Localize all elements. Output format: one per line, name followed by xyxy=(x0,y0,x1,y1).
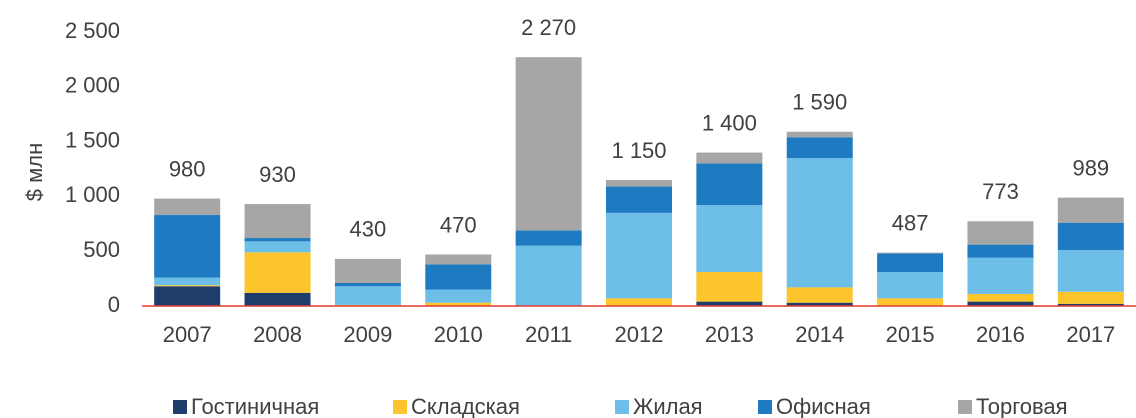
bar-segment xyxy=(967,221,1034,245)
total-label: 773 xyxy=(982,179,1019,204)
x-tick-label: 2011 xyxy=(525,322,572,347)
x-tick-label: 2017 xyxy=(1066,322,1115,347)
bar-segment xyxy=(967,244,1034,258)
total-label: 1 400 xyxy=(702,110,757,135)
bar-segment xyxy=(696,205,763,273)
y-axis-label: $ млн xyxy=(22,143,47,201)
bar-segment xyxy=(696,301,763,306)
bar-segment xyxy=(154,198,221,216)
x-tick-label: 2012 xyxy=(615,322,664,347)
bar-segment xyxy=(244,241,311,253)
bar-segment xyxy=(425,289,492,303)
bar-segment xyxy=(244,252,311,293)
bar-segment xyxy=(606,298,672,306)
x-tick-label: 2007 xyxy=(163,322,212,347)
bar-segment xyxy=(334,286,401,305)
bar-segment xyxy=(786,287,853,303)
bar-segment xyxy=(877,252,944,254)
total-label: 1 150 xyxy=(611,138,666,163)
y-tick-label: 1 000 xyxy=(65,182,120,207)
legend-swatch xyxy=(393,400,407,414)
x-tick-label: 2010 xyxy=(434,322,483,347)
x-tick-label: 2014 xyxy=(795,322,844,347)
y-tick-label: 2 000 xyxy=(65,73,120,98)
bar-segment xyxy=(154,277,221,286)
y-tick-label: 2 500 xyxy=(65,18,120,43)
bar-segment xyxy=(696,272,763,302)
bar-segment xyxy=(696,152,763,164)
total-label: 470 xyxy=(440,212,477,237)
bar-segment xyxy=(244,292,311,306)
bar-segment xyxy=(425,302,492,306)
legend-label: Гостиничная xyxy=(191,394,319,418)
bar-segment xyxy=(967,301,1034,306)
legend-swatch xyxy=(615,400,629,414)
legend-swatch xyxy=(758,400,772,414)
bar-segment xyxy=(1057,222,1124,251)
y-tick-label: 0 xyxy=(108,292,120,317)
bar-segment xyxy=(1057,303,1124,306)
x-tick-label: 2008 xyxy=(253,322,302,347)
x-tick-label: 2016 xyxy=(976,322,1025,347)
legend-label: Офисная xyxy=(776,394,871,418)
bar-segment xyxy=(1057,250,1124,292)
y-tick-label: 1 500 xyxy=(65,127,120,152)
legend-label: Торговая xyxy=(976,394,1068,418)
bar-segment xyxy=(877,298,944,306)
bar-segment xyxy=(154,215,221,278)
legend-swatch xyxy=(173,400,187,414)
bar-segment xyxy=(515,245,582,306)
total-label: 2 270 xyxy=(521,15,576,40)
bar-segment xyxy=(877,272,944,299)
total-label: 930 xyxy=(259,162,296,187)
bar-segment xyxy=(606,212,672,299)
bar-segment xyxy=(696,163,763,206)
bar-segment xyxy=(1057,291,1124,304)
bar-segment xyxy=(606,179,672,187)
total-label: 980 xyxy=(169,156,206,181)
bar-segment xyxy=(877,253,944,273)
bar-segment xyxy=(786,158,853,288)
bar-segment xyxy=(515,230,582,246)
bar-segment xyxy=(515,57,582,231)
legend-label: Складская xyxy=(411,394,520,418)
bar-segment xyxy=(244,238,311,242)
x-tick-label: 2015 xyxy=(886,322,935,347)
bar-segment xyxy=(334,282,401,287)
bar-segment xyxy=(786,137,853,159)
legend-label: Жилая xyxy=(633,394,703,418)
bar-segment xyxy=(425,254,492,265)
y-tick-label: 500 xyxy=(83,237,120,262)
x-tick-label: 2013 xyxy=(705,322,754,347)
total-label: 430 xyxy=(350,217,387,242)
bar-segment xyxy=(786,131,853,138)
total-label: 989 xyxy=(1072,155,1109,180)
x-tick-label: 2009 xyxy=(343,322,392,347)
bar-segment xyxy=(334,258,401,283)
bar-segment xyxy=(1057,197,1124,223)
bar-segment xyxy=(244,204,311,239)
bar-segment xyxy=(154,286,221,306)
bar-segment xyxy=(606,186,672,213)
total-label: 1 590 xyxy=(792,90,847,115)
bar-segment xyxy=(425,264,492,290)
total-label: 487 xyxy=(892,210,929,235)
bar-segment xyxy=(154,285,221,287)
bar-segment xyxy=(786,302,853,306)
legend-swatch xyxy=(958,400,972,414)
bar-segment xyxy=(967,257,1034,294)
bar-segment xyxy=(967,293,1034,302)
